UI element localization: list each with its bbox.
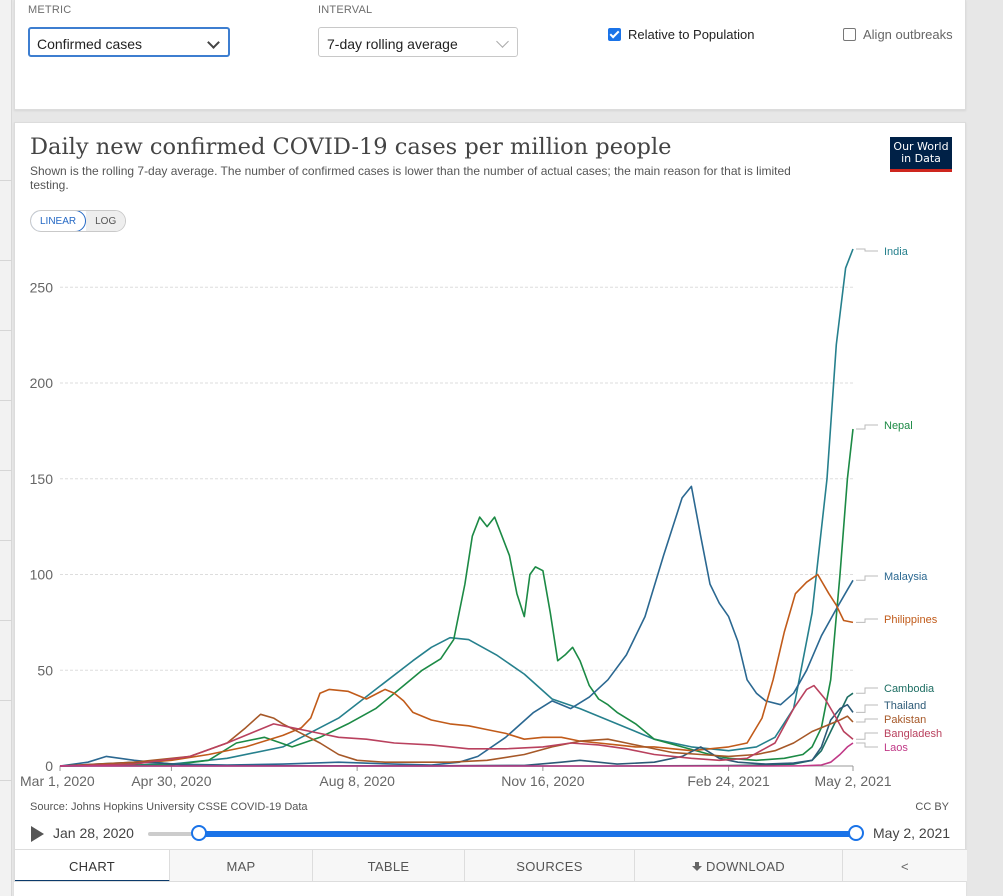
timeline: Jan 28, 2020 May 2, 2021 bbox=[15, 818, 967, 846]
series-label-philippines: Philippines bbox=[884, 614, 938, 626]
scale-linear-button[interactable]: LINEAR bbox=[31, 211, 87, 231]
series-leader-line bbox=[856, 424, 878, 430]
timeline-end-handle[interactable] bbox=[848, 825, 864, 841]
x-tick-label: Feb 24, 2021 bbox=[687, 773, 770, 789]
scale-log-button[interactable]: LOG bbox=[86, 211, 126, 231]
series-leader-line bbox=[856, 732, 878, 740]
strip-divider bbox=[0, 180, 12, 181]
owid-logo[interactable]: Our World in Data bbox=[890, 137, 952, 172]
tab-map-label: MAP bbox=[226, 859, 256, 874]
series-leader-line bbox=[856, 248, 878, 252]
checkbox-unchecked-icon bbox=[843, 28, 856, 41]
series-label-pakistan: Pakistan bbox=[884, 714, 926, 726]
tab-sources-label: SOURCES bbox=[516, 859, 583, 874]
series-label-cambodia: Cambodia bbox=[884, 683, 935, 695]
y-tick-label: 100 bbox=[30, 567, 54, 583]
align-outbreaks-label: Align outbreaks bbox=[863, 27, 953, 42]
chart-subtitle: Shown is the rolling 7-day average. The … bbox=[30, 164, 791, 192]
interval-label: INTERVAL bbox=[318, 4, 373, 16]
relative-to-population-label: Relative to Population bbox=[628, 27, 755, 42]
series-label-nepal: Nepal bbox=[884, 420, 913, 432]
chart-tabs: CHART MAP TABLE SOURCES DOWNLOAD < bbox=[15, 849, 967, 882]
license-link[interactable]: CC BY bbox=[915, 801, 949, 813]
tab-table-label: TABLE bbox=[367, 859, 410, 874]
tab-chart-label: CHART bbox=[68, 859, 116, 874]
series-line-laos bbox=[60, 742, 854, 767]
strip-divider bbox=[0, 700, 12, 701]
y-tick-label: 150 bbox=[30, 471, 54, 487]
series-label-thailand: Thailand bbox=[884, 700, 926, 712]
grid-layer: 0 50 100 150 200 250 Mar 1, 2020 Apr 30, 2020 Au… bbox=[20, 279, 892, 789]
series-leader-line bbox=[856, 618, 878, 623]
strip-divider bbox=[0, 540, 12, 541]
line-chart: 0 50 100 150 200 250 Mar 1, 2020 Apr 30, 2020 Au… bbox=[20, 246, 942, 789]
checkbox-checked-icon bbox=[608, 28, 621, 41]
chevron-down-icon bbox=[496, 35, 509, 48]
x-tick-label: Aug 8, 2020 bbox=[319, 773, 395, 789]
chart-card: Daily new confirmed COVID-19 cases per m… bbox=[14, 122, 967, 896]
timeline-start-label: Jan 28, 2020 bbox=[53, 825, 134, 841]
strip-divider bbox=[0, 780, 12, 781]
timeline-end-label: May 2, 2021 bbox=[873, 825, 951, 841]
label-layer: India Nepal Malaysia Philippines Cambodia Tha… bbox=[856, 246, 942, 754]
series-line-philippines bbox=[59, 573, 854, 767]
source-note: Source: Johns Hopkins University CSSE CO… bbox=[30, 801, 308, 813]
metric-label: METRIC bbox=[28, 4, 72, 16]
y-tick-label: 50 bbox=[37, 662, 53, 678]
strip-divider bbox=[0, 330, 12, 331]
x-tick-label: Nov 16, 2020 bbox=[501, 773, 584, 789]
bottom-bar bbox=[14, 881, 966, 896]
tab-map[interactable]: MAP bbox=[170, 850, 313, 882]
strip-divider bbox=[0, 400, 12, 401]
tab-sources[interactable]: SOURCES bbox=[465, 850, 635, 882]
tab-table[interactable]: TABLE bbox=[313, 850, 465, 882]
y-tick-label: 200 bbox=[30, 375, 54, 391]
series-layer bbox=[59, 248, 854, 767]
chart-title: Daily new confirmed COVID-19 cases per m… bbox=[30, 134, 672, 160]
controls-panel: METRIC Confirmed cases INTERVAL 7-day ro… bbox=[14, 0, 966, 110]
series-leader-line bbox=[856, 687, 878, 694]
series-line-india bbox=[59, 248, 854, 767]
series-line-pakistan bbox=[59, 713, 854, 767]
y-tick-label: 0 bbox=[45, 758, 53, 774]
chevron-down-icon bbox=[207, 36, 220, 49]
share-icon: < bbox=[901, 859, 909, 874]
series-label-india: India bbox=[884, 246, 909, 258]
scale-toggle[interactable]: LINEAR LOG bbox=[30, 210, 127, 232]
strip-divider bbox=[0, 260, 12, 261]
series-leader-line bbox=[856, 718, 878, 723]
timeline-selected-range bbox=[200, 831, 857, 837]
series-leader-line bbox=[856, 704, 878, 713]
strip-divider bbox=[0, 470, 12, 471]
series-leader-line bbox=[856, 742, 878, 748]
logo-line-2: in Data bbox=[901, 152, 941, 165]
metric-select-value: Confirmed cases bbox=[37, 36, 143, 52]
tab-download-label: DOWNLOAD bbox=[706, 859, 785, 874]
series-label-bangladesh: Bangladesh bbox=[884, 728, 942, 740]
series-line-nepal bbox=[59, 428, 854, 767]
strip-divider bbox=[0, 620, 12, 621]
logo-line-1: Our World bbox=[893, 140, 949, 153]
metric-select[interactable]: Confirmed cases bbox=[28, 27, 230, 57]
tab-download[interactable]: DOWNLOAD bbox=[635, 850, 843, 882]
x-tick-label: Mar 1, 2020 bbox=[20, 773, 95, 789]
series-leader-line bbox=[856, 575, 878, 581]
series-line-malaysia bbox=[59, 485, 854, 767]
interval-select[interactable]: 7-day rolling average bbox=[318, 27, 518, 57]
share-button[interactable]: < bbox=[843, 850, 967, 882]
left-page-strip bbox=[0, 0, 12, 896]
x-tick-label: Apr 30, 2020 bbox=[131, 773, 211, 789]
series-label-laos: Laos bbox=[884, 742, 908, 754]
timeline-start-handle[interactable] bbox=[191, 825, 207, 841]
interval-select-value: 7-day rolling average bbox=[327, 36, 458, 52]
download-icon bbox=[692, 862, 703, 872]
series-label-malaysia: Malaysia bbox=[884, 571, 928, 583]
x-tick-label: May 2, 2021 bbox=[814, 773, 891, 789]
series-line-cambodia bbox=[60, 692, 854, 767]
series-line-bangladesh bbox=[59, 684, 854, 767]
y-tick-label: 250 bbox=[30, 279, 54, 295]
play-icon[interactable] bbox=[31, 826, 44, 842]
tab-chart[interactable]: CHART bbox=[15, 850, 170, 882]
